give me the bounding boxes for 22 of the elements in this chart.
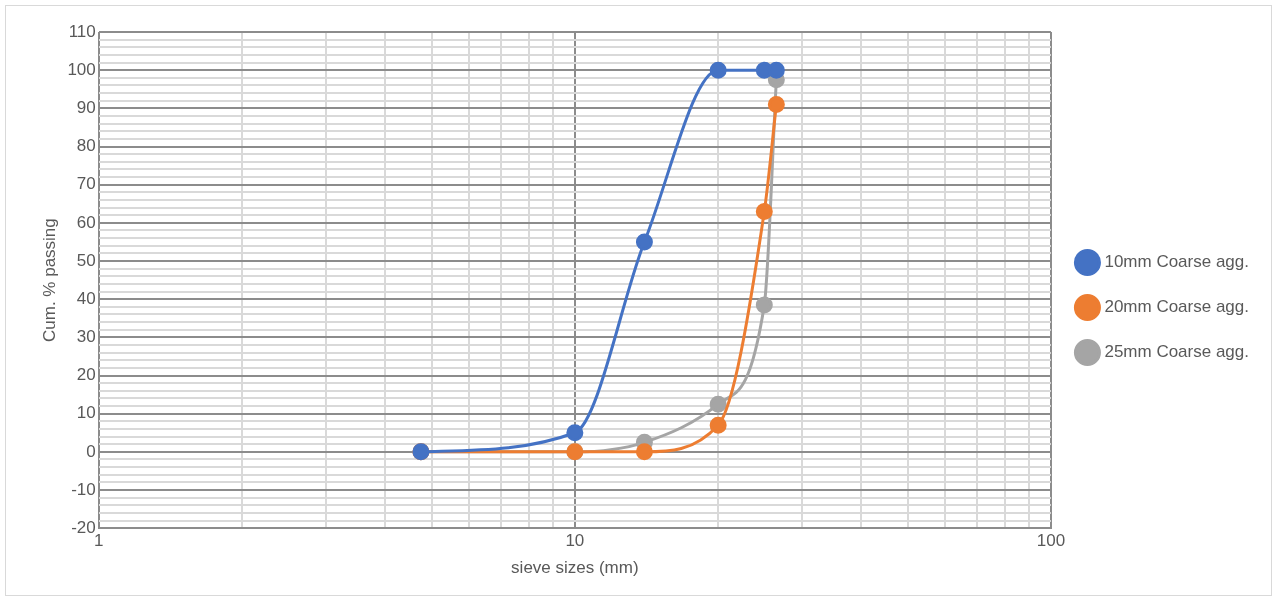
x-tick-label: 10 (565, 531, 585, 551)
y-tick-label: 10 (76, 403, 96, 423)
y-tick-label: 90 (76, 98, 96, 118)
x-tick-label: 100 (1036, 531, 1066, 551)
y-tick-label: 60 (76, 212, 96, 232)
y-tick-label: 100 (67, 59, 96, 79)
y-tick-label: -10 (71, 479, 96, 499)
x-axis-title: sieve sizes (mm) (511, 558, 639, 578)
y-tick-label: 110 (68, 21, 96, 41)
y-axis-title: Cum. % passing (39, 218, 59, 342)
y-tick-label: 30 (76, 327, 96, 347)
legend-label: 20mm Coarse agg. (1104, 297, 1250, 317)
y-tick-label: -20 (71, 517, 96, 537)
y-tick-label: 50 (76, 250, 96, 270)
y-tick-label: 20 (76, 365, 96, 385)
y-tick-label: 40 (76, 288, 96, 308)
x-tick-label: 1 (94, 531, 104, 551)
y-tick-label: 0 (86, 441, 96, 461)
legend-label: 25mm Coarse agg. (1104, 342, 1250, 362)
y-tick-label: 80 (76, 136, 96, 156)
y-tick-label: 70 (76, 174, 96, 194)
legend-label: 10mm Coarse agg. (1104, 252, 1250, 272)
